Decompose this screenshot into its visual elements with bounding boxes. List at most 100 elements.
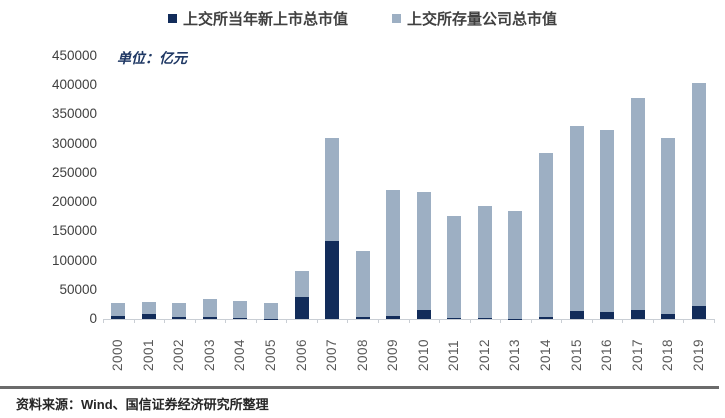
unit-label: 单位：亿元 bbox=[117, 50, 187, 66]
x-axis-tick-mark bbox=[439, 319, 441, 323]
x-axis-tick-label: 2015 bbox=[568, 338, 584, 371]
x-axis-tick-mark bbox=[225, 319, 227, 323]
bar-segment-existing-2017 bbox=[630, 98, 645, 311]
bar-segment-existing-2009 bbox=[386, 189, 401, 317]
x-axis-tick-label: 2007 bbox=[324, 338, 340, 371]
x-axis-tick-label: 2003 bbox=[201, 338, 217, 371]
y-axis-tick-label: 150000 bbox=[51, 223, 97, 239]
bar-segment-new-2016 bbox=[600, 312, 615, 319]
x-axis-tick-label: 2004 bbox=[232, 338, 248, 371]
bar-segment-new-2000 bbox=[111, 316, 126, 319]
bar-segment-new-2002 bbox=[172, 317, 187, 319]
source-note: 资料来源：Wind、国信证券经济研究所整理 bbox=[16, 397, 269, 412]
legend-item-new-listings: 上交所当年新上市总市值 bbox=[167, 8, 348, 29]
bar-segment-new-2008 bbox=[355, 316, 370, 319]
legend-swatch-existing-companies-icon bbox=[392, 14, 401, 23]
x-axis-tick-mark bbox=[530, 319, 532, 323]
bar-segment-existing-2004 bbox=[233, 301, 248, 318]
bar-segment-new-2018 bbox=[661, 314, 676, 319]
y-axis-tick-label: 200000 bbox=[51, 194, 97, 210]
legend-label-existing-companies: 上交所存量公司总市值 bbox=[407, 11, 558, 28]
y-axis-tick-label: 450000 bbox=[51, 48, 97, 63]
legend-swatch-new-listings-icon bbox=[167, 14, 177, 23]
bar-segment-new-2011 bbox=[447, 317, 462, 319]
bar-segment-existing-2019 bbox=[691, 82, 706, 307]
x-axis-tick-mark bbox=[286, 319, 288, 323]
legend-item-existing-companies: 上交所存量公司总市值 bbox=[392, 8, 557, 29]
x-axis-tick-label: 2000 bbox=[110, 338, 126, 371]
bar-segment-existing-2016 bbox=[600, 129, 615, 312]
y-axis-tick-label: 400000 bbox=[51, 77, 97, 93]
bar-segment-existing-2003 bbox=[202, 299, 217, 318]
x-axis-tick-mark bbox=[377, 319, 379, 323]
x-axis-tick-label: 2012 bbox=[476, 338, 492, 371]
bar-segment-new-2009 bbox=[386, 316, 401, 319]
x-axis-tick-label: 2017 bbox=[629, 338, 645, 371]
bar-segment-existing-2001 bbox=[141, 302, 156, 314]
bar-segment-existing-2010 bbox=[416, 191, 431, 310]
x-axis-tick-mark bbox=[652, 319, 654, 323]
bar-segment-existing-2006 bbox=[294, 271, 309, 298]
bar-segment-existing-2011 bbox=[447, 215, 462, 318]
bar-segment-new-2006 bbox=[294, 297, 309, 319]
x-axis-tick-mark bbox=[408, 319, 410, 323]
x-axis-tick-mark bbox=[133, 319, 135, 323]
bar-segment-existing-2008 bbox=[355, 250, 370, 317]
x-axis-tick-mark bbox=[469, 319, 471, 323]
x-axis-tick-label: 2006 bbox=[293, 338, 309, 371]
x-axis-tick-label: 2009 bbox=[385, 338, 401, 371]
x-axis-tick-label: 2002 bbox=[171, 338, 187, 371]
x-axis-tick-mark bbox=[683, 319, 685, 323]
x-axis-tick-label: 2008 bbox=[354, 338, 370, 371]
chart-legend: 上交所当年新上市总市值 上交所存量公司总市值 bbox=[0, 8, 725, 29]
x-axis-tick-label: 2005 bbox=[263, 338, 279, 371]
legend-label-new-listings: 上交所当年新上市总市值 bbox=[182, 11, 348, 28]
x-axis-tick-mark bbox=[316, 319, 318, 323]
x-axis-tick-mark bbox=[591, 319, 593, 323]
x-axis-tick-mark bbox=[164, 319, 166, 323]
bar-segment-new-2015 bbox=[569, 311, 584, 319]
y-axis-tick-label: 100000 bbox=[51, 252, 97, 268]
bar-segment-existing-2015 bbox=[569, 126, 584, 312]
x-axis-tick-label: 2019 bbox=[690, 338, 706, 371]
y-axis-tick-label: 50000 bbox=[59, 281, 97, 297]
bar-segment-new-2003 bbox=[202, 317, 217, 319]
x-axis-tick-mark bbox=[561, 319, 563, 323]
x-axis-tick-mark bbox=[347, 319, 349, 323]
x-axis-tick-label: 2001 bbox=[140, 338, 156, 371]
bar-segment-new-2017 bbox=[630, 310, 645, 319]
bar-segment-new-2014 bbox=[538, 317, 553, 319]
x-axis-tick-label: 2016 bbox=[599, 338, 615, 371]
y-axis-tick-label: 0 bbox=[89, 311, 97, 326]
bar-segment-new-2001 bbox=[141, 313, 156, 319]
plot-area: 2000 2001 2002 2003 2004 2005 2006 2007 2008 2009… bbox=[103, 56, 715, 371]
bar-segment-existing-2012 bbox=[477, 205, 492, 318]
bar-segment-existing-2007 bbox=[325, 137, 340, 242]
y-axis-tick-label: 350000 bbox=[51, 106, 97, 122]
bar-segment-existing-2002 bbox=[172, 303, 187, 318]
bar-segment-new-2012 bbox=[477, 317, 492, 319]
x-axis-tick-mark bbox=[103, 319, 104, 323]
y-axis-tick-label: 300000 bbox=[51, 135, 97, 151]
x-axis-tick-label: 2010 bbox=[415, 338, 431, 371]
x-axis-tick-mark bbox=[622, 319, 624, 323]
y-axis-tick-label: 250000 bbox=[51, 164, 97, 180]
bar-segment-new-2019 bbox=[691, 306, 706, 319]
bar-segment-existing-2018 bbox=[661, 137, 676, 315]
x-axis-tick-mark bbox=[255, 319, 257, 323]
bar-segment-existing-2014 bbox=[538, 153, 553, 318]
bar-segment-existing-2005 bbox=[264, 302, 279, 319]
x-axis-tick-label: 2011 bbox=[446, 339, 462, 371]
x-axis-tick-label: 2018 bbox=[660, 338, 676, 371]
x-axis-tick-mark bbox=[500, 319, 502, 323]
divider-rule bbox=[0, 386, 719, 389]
bar-segment-existing-2013 bbox=[508, 211, 523, 319]
bar-segment-new-2010 bbox=[416, 309, 431, 319]
bar-segment-new-2004 bbox=[233, 317, 248, 319]
x-axis-tick-mark bbox=[714, 319, 715, 323]
x-axis-tick-label: 2013 bbox=[507, 338, 523, 371]
bar-segment-new-2007 bbox=[325, 241, 340, 319]
x-axis-tick-mark bbox=[194, 319, 196, 323]
x-axis-tick-label: 2014 bbox=[537, 338, 553, 371]
